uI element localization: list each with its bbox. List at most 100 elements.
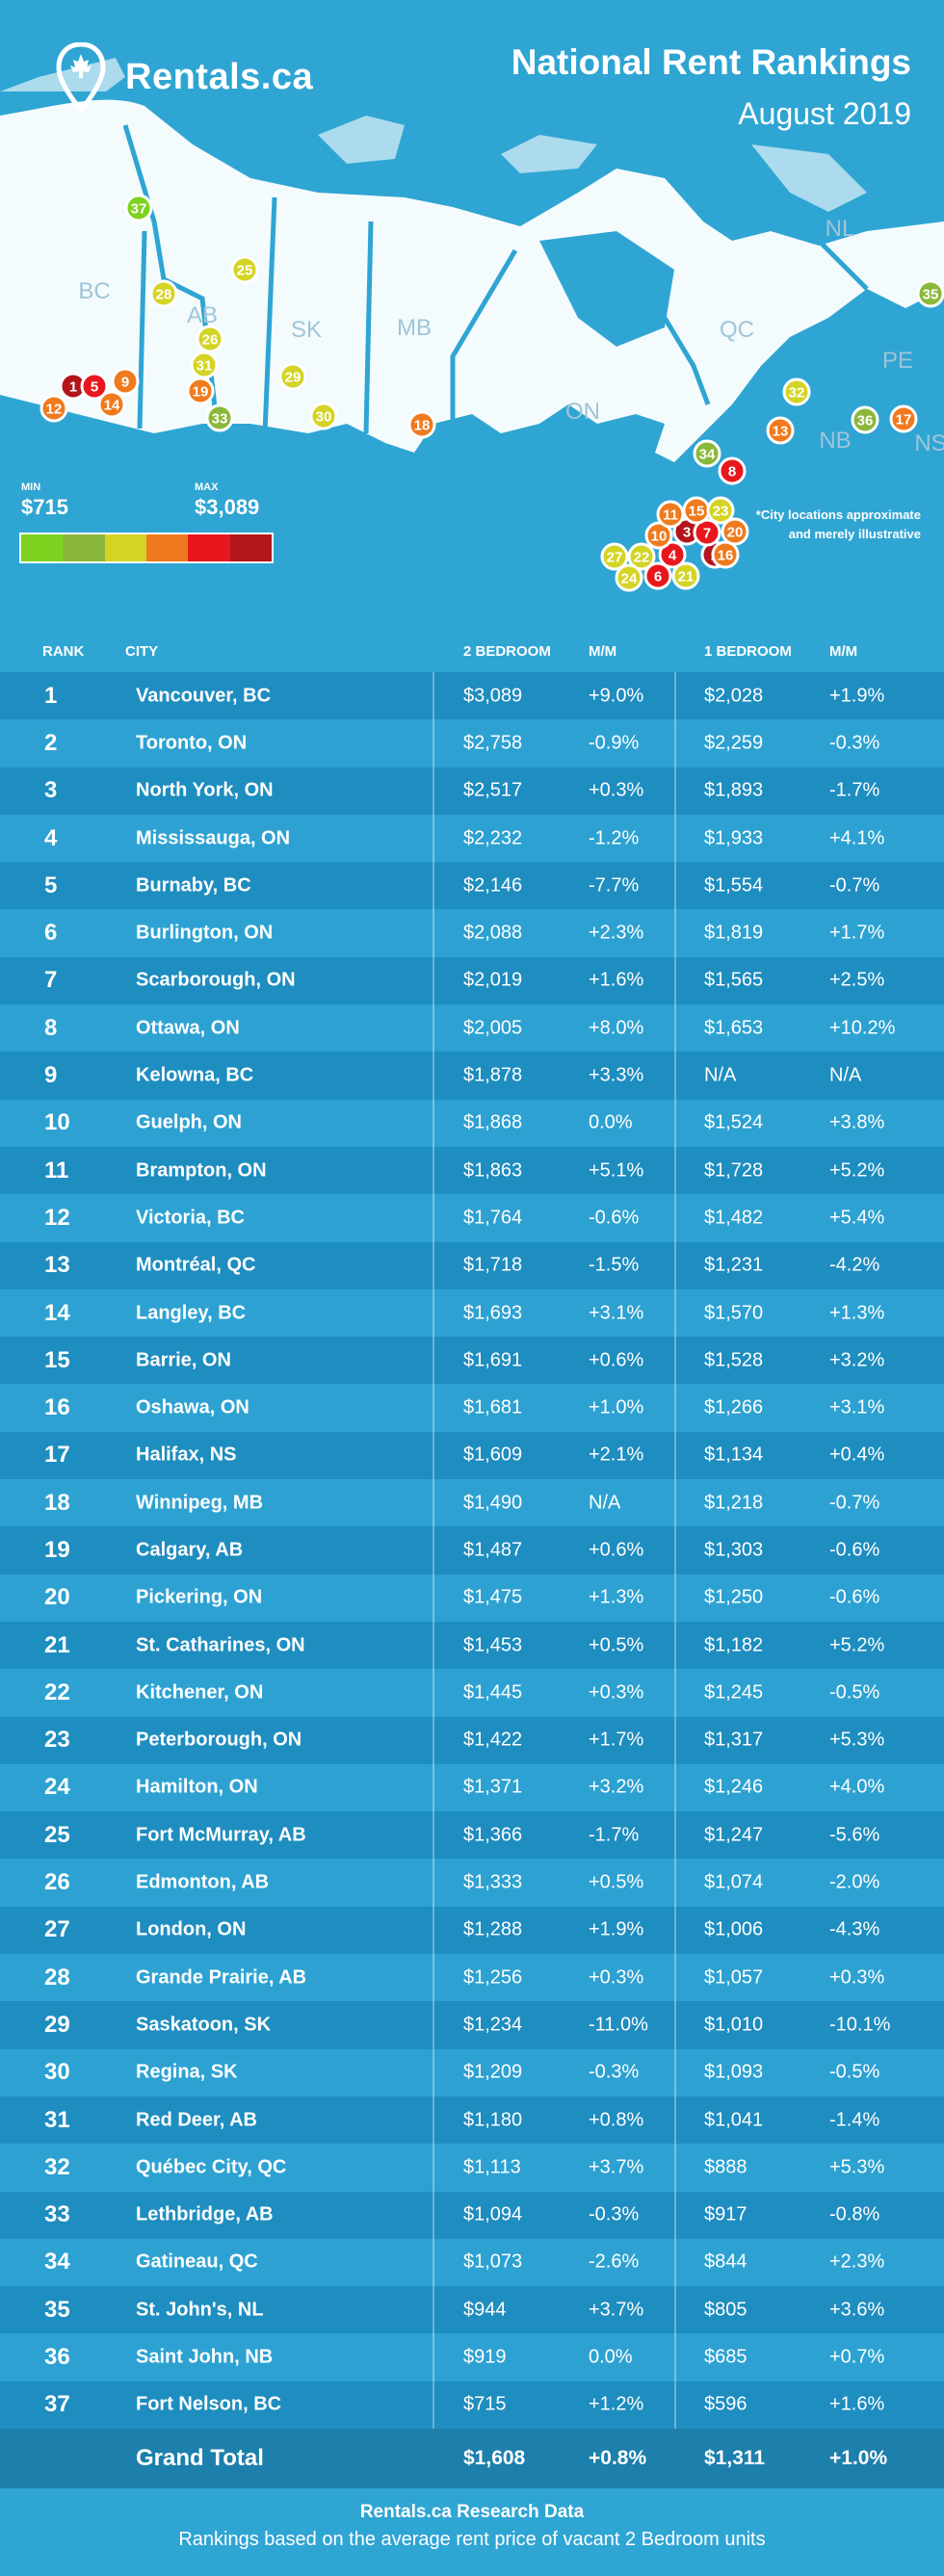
cell-mm-2-bedroom: +5.1% bbox=[589, 1159, 644, 1182]
table-row: 27 London, ON $1,288 +1.9% $1,006 -4.3% bbox=[0, 1906, 944, 1955]
cell-city: Lethbridge, AB bbox=[136, 2203, 274, 2225]
cell-mm-1-bedroom: +0.4% bbox=[829, 1444, 885, 1466]
cell-mm-1-bedroom: -4.3% bbox=[829, 1918, 880, 1940]
city-marker-34: 34 bbox=[693, 439, 721, 468]
city-marker-13: 13 bbox=[766, 416, 795, 445]
cell-rank: 20 bbox=[44, 1584, 70, 1611]
city-marker-21: 21 bbox=[671, 561, 700, 590]
cell-rank: 36 bbox=[44, 2344, 70, 2371]
column-divider bbox=[674, 1384, 676, 1432]
table-row: 8 Ottawa, ON $2,005 +8.0% $1,653 +10.2% bbox=[0, 1004, 944, 1053]
page-title: National Rent Rankings bbox=[511, 42, 911, 82]
cell-mm-2-bedroom: +1.0% bbox=[589, 1396, 644, 1418]
city-marker-32: 32 bbox=[782, 377, 811, 406]
cell-mm-2-bedroom: 0.0% bbox=[589, 2346, 633, 2368]
cell-1-bedroom: $1,231 bbox=[704, 1254, 764, 1276]
table-row: 31 Red Deer, AB $1,180 +0.8% $1,041 -1.4% bbox=[0, 2095, 944, 2145]
cell-city: Oshawa, ON bbox=[136, 1396, 249, 1418]
city-marker-label: 29 bbox=[285, 370, 302, 386]
cell-city: Halifax, NS bbox=[136, 1444, 237, 1466]
column-divider bbox=[433, 1052, 434, 1100]
cell-rank: 28 bbox=[44, 1964, 70, 1991]
table-row: 4 Mississauga, ON $2,232 -1.2% $1,933 +4.1% bbox=[0, 814, 944, 863]
cell-2-bedroom: $715 bbox=[463, 2393, 507, 2415]
cell-mm-1-bedroom: +0.3% bbox=[829, 1966, 885, 1989]
cell-rank: 24 bbox=[44, 1774, 70, 1801]
cell-city: Edmonton, AB bbox=[136, 1871, 270, 1893]
city-marker-27: 27 bbox=[600, 542, 629, 571]
column-divider bbox=[674, 2144, 676, 2192]
cell-2-bedroom: $1,333 bbox=[463, 1871, 523, 1893]
column-divider bbox=[674, 2048, 676, 2096]
cell-1-bedroom: $888 bbox=[704, 2156, 747, 2178]
cell-mm-1-bedroom: +5.3% bbox=[829, 2156, 885, 2178]
cell-rank: 5 bbox=[44, 872, 58, 898]
cell-mm-1-bedroom: +0.7% bbox=[829, 2346, 885, 2368]
cell-1-bedroom: $1,565 bbox=[704, 969, 764, 991]
column-divider bbox=[433, 2191, 434, 2239]
cell-city: Scarborough, ON bbox=[136, 969, 296, 991]
column-divider bbox=[433, 672, 434, 720]
legend-color-scale bbox=[19, 533, 274, 563]
cell-mm-1-bedroom: -4.2% bbox=[829, 1254, 880, 1276]
cell-city: St. John's, NL bbox=[136, 2299, 264, 2321]
column-divider bbox=[674, 719, 676, 768]
cell-city: Saskatoon, SK bbox=[136, 2014, 272, 2036]
cell-1-bedroom: $1,554 bbox=[704, 874, 764, 897]
city-marker-6: 6 bbox=[643, 561, 672, 590]
cell-city: North York, ON bbox=[136, 779, 274, 801]
column-divider bbox=[674, 1669, 676, 1717]
column-divider bbox=[674, 1288, 676, 1338]
column-divider bbox=[433, 1337, 434, 1385]
cell-mm-1-bedroom: +2.3% bbox=[829, 2251, 885, 2273]
column-divider bbox=[674, 767, 676, 815]
table-row: 7 Scarborough, ON $2,019 +1.6% $1,565 +2.5% bbox=[0, 956, 944, 1005]
cell-1-bedroom: $596 bbox=[704, 2393, 747, 2415]
table-row: 23 Peterborough, ON $1,422 +1.7% $1,317 +5.3% bbox=[0, 1716, 944, 1764]
cell-2-bedroom: $1,422 bbox=[463, 1729, 523, 1751]
cell-2-bedroom: $1,073 bbox=[463, 2251, 523, 2273]
cell-city: Regina, SK bbox=[136, 2061, 238, 2083]
column-divider bbox=[674, 1574, 676, 1622]
cell-rank: 10 bbox=[44, 1109, 70, 1136]
cell-mm-2-bedroom: +1.7% bbox=[589, 1729, 644, 1751]
city-marker-label: 4 bbox=[669, 548, 677, 564]
city-marker-label: 32 bbox=[789, 385, 805, 402]
cell-2-bedroom: $1,863 bbox=[463, 1159, 523, 1182]
column-divider bbox=[433, 956, 434, 1005]
column-divider bbox=[674, 1763, 676, 1812]
column-divider bbox=[433, 1621, 434, 1670]
column-divider bbox=[674, 1194, 676, 1242]
cell-mm-1-bedroom: -10.1% bbox=[829, 2014, 891, 2036]
column-divider bbox=[674, 1004, 676, 1053]
city-marker-28: 28 bbox=[149, 279, 178, 308]
cell-mm-1-bedroom: -1.7% bbox=[829, 779, 880, 801]
cell-rank: 35 bbox=[44, 2296, 70, 2323]
column-divider bbox=[433, 719, 434, 768]
footer-text: Rankings based on the average rent price… bbox=[178, 2529, 766, 2550]
column-divider bbox=[433, 2381, 434, 2429]
cell-mm-1-bedroom: +2.5% bbox=[829, 969, 885, 991]
cell-mm-2-bedroom: +1.9% bbox=[589, 1918, 644, 1940]
cell-1-bedroom: $1,266 bbox=[704, 1396, 764, 1418]
svg-text:MB: MB bbox=[397, 315, 432, 341]
cell-1-bedroom: $1,728 bbox=[704, 1159, 764, 1182]
cell-rank: 33 bbox=[44, 2201, 70, 2228]
grand-total-1-bedroom: $1,311 bbox=[704, 2446, 766, 2469]
cell-mm-2-bedroom: +3.1% bbox=[589, 1302, 644, 1323]
city-marker-24: 24 bbox=[615, 563, 643, 592]
cell-mm-1-bedroom: +5.3% bbox=[829, 1729, 885, 1751]
cell-1-bedroom: $1,010 bbox=[704, 2014, 764, 2036]
legend-max-value: $3,089 bbox=[195, 495, 260, 519]
city-markers: 1234567891011121314151617181920212223242… bbox=[39, 194, 944, 592]
cell-2-bedroom: $1,878 bbox=[463, 1064, 523, 1086]
table-row: 9 Kelowna, BC $1,878 +3.3% N/A N/A bbox=[0, 1052, 944, 1100]
cell-mm-2-bedroom: -1.5% bbox=[589, 1254, 640, 1276]
cell-1-bedroom: $1,653 bbox=[704, 1017, 764, 1039]
cell-mm-2-bedroom: -11.0% bbox=[589, 2014, 648, 2036]
column-divider bbox=[674, 2381, 676, 2429]
cell-city: Mississauga, ON bbox=[136, 827, 291, 849]
city-marker-label: 1 bbox=[69, 379, 77, 396]
cell-2-bedroom: $1,691 bbox=[463, 1349, 523, 1371]
cell-mm-2-bedroom: -7.7% bbox=[589, 874, 640, 897]
